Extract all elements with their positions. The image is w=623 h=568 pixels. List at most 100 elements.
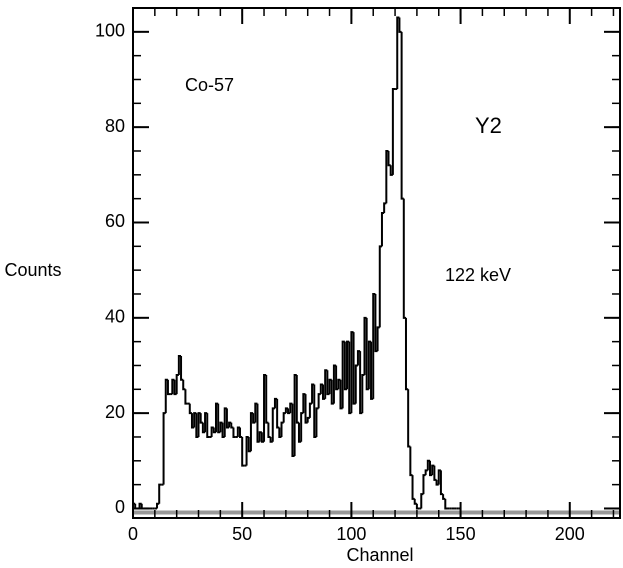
annotation: Y2 bbox=[475, 113, 502, 138]
histogram-step bbox=[404, 317, 409, 391]
histogram-step bbox=[376, 326, 380, 352]
histogram-step bbox=[306, 416, 310, 423]
histogram-step bbox=[276, 398, 280, 429]
x-tick-label: 150 bbox=[446, 524, 476, 544]
histogram-step bbox=[435, 479, 439, 486]
histogram-step bbox=[415, 503, 420, 510]
histogram-step bbox=[402, 198, 406, 319]
histogram-step bbox=[313, 384, 317, 438]
x-tick-label: 50 bbox=[232, 524, 252, 544]
histogram-step bbox=[166, 379, 171, 396]
histogram-step bbox=[442, 494, 446, 500]
histogram-step bbox=[280, 421, 284, 437]
histogram-step bbox=[158, 483, 162, 504]
histogram-step bbox=[289, 402, 293, 414]
histogram-step bbox=[282, 412, 286, 423]
histogram-step bbox=[308, 402, 313, 418]
histogram-step bbox=[204, 412, 208, 433]
plot-frame bbox=[132, 7, 621, 519]
histogram-step bbox=[396, 16, 400, 90]
histogram-step bbox=[252, 413, 256, 424]
y-tick-label: 80 bbox=[105, 116, 125, 136]
histogram-step bbox=[391, 88, 396, 175]
histogram-step bbox=[217, 403, 221, 434]
annotation: Co-57 bbox=[185, 75, 234, 95]
histogram-step bbox=[424, 469, 428, 476]
y-tick-label: 0 bbox=[115, 497, 125, 517]
histogram-step bbox=[317, 393, 321, 409]
histogram-step bbox=[140, 503, 144, 510]
x-tick-label: 0 bbox=[128, 524, 138, 544]
histogram-step bbox=[221, 422, 225, 438]
histogram-step bbox=[212, 427, 216, 434]
histogram-step bbox=[339, 379, 343, 410]
x-tick-label: 100 bbox=[336, 524, 366, 544]
histogram-step bbox=[173, 379, 177, 396]
histogram-step bbox=[271, 407, 275, 442]
histogram-step bbox=[249, 412, 254, 452]
y-tick-label: 20 bbox=[105, 402, 125, 422]
histogram-step bbox=[429, 460, 433, 477]
histogram-step bbox=[175, 374, 179, 395]
histogram-step bbox=[380, 211, 385, 247]
histogram-step bbox=[230, 422, 234, 429]
histogram-step bbox=[407, 389, 411, 448]
histogram-step bbox=[293, 374, 297, 457]
histogram-step bbox=[182, 379, 186, 391]
histogram-step bbox=[363, 316, 367, 376]
histogram-step bbox=[437, 469, 441, 485]
histogram-step bbox=[433, 465, 437, 481]
histogram-step bbox=[239, 427, 243, 438]
histogram-step bbox=[431, 464, 435, 476]
histogram-step bbox=[241, 436, 245, 467]
histogram-step bbox=[361, 374, 365, 414]
histogram-step bbox=[184, 389, 188, 405]
histogram-step bbox=[326, 370, 330, 396]
histogram-step bbox=[409, 446, 413, 477]
histogram-step bbox=[444, 498, 448, 510]
histogram-step bbox=[188, 403, 192, 415]
y-axis-label: Counts bbox=[4, 260, 61, 280]
y-tick-label: 40 bbox=[105, 307, 125, 327]
histogram-step bbox=[387, 150, 391, 167]
histogram-step bbox=[374, 293, 378, 353]
histogram-step bbox=[214, 402, 219, 433]
histogram-step bbox=[311, 383, 315, 404]
histogram-step bbox=[162, 412, 166, 485]
x-tick-label: 200 bbox=[555, 524, 585, 544]
histogram-step bbox=[267, 422, 271, 438]
y-tick-label: 60 bbox=[105, 211, 125, 231]
histogram-step bbox=[254, 402, 258, 423]
histogram-step bbox=[232, 427, 236, 438]
histogram-step bbox=[383, 202, 387, 213]
x-axis-label: Channel bbox=[346, 545, 413, 565]
histogram-step bbox=[210, 426, 214, 437]
histogram-step bbox=[195, 413, 199, 438]
histogram-step bbox=[411, 475, 415, 500]
histogram-step bbox=[300, 412, 304, 442]
histogram-step bbox=[319, 383, 323, 395]
histogram-step bbox=[236, 426, 241, 437]
histogram-step bbox=[378, 245, 382, 328]
histogram-step bbox=[273, 397, 278, 409]
histogram-step bbox=[180, 355, 184, 381]
histogram-step bbox=[439, 470, 444, 496]
histogram-step bbox=[263, 374, 267, 442]
histogram-step bbox=[199, 413, 203, 424]
histogram-step bbox=[295, 375, 299, 424]
histogram-step bbox=[420, 493, 424, 509]
y-tick-label: 100 bbox=[95, 21, 125, 41]
histogram-step bbox=[315, 407, 319, 437]
histogram-step bbox=[265, 375, 269, 424]
histogram-step bbox=[201, 422, 206, 434]
histogram-step bbox=[278, 427, 282, 438]
histogram-step bbox=[372, 292, 376, 399]
histogram-step bbox=[354, 364, 358, 404]
histogram-step bbox=[398, 17, 402, 33]
histogram-step bbox=[156, 502, 160, 509]
histogram-step bbox=[413, 498, 417, 505]
histogram-step bbox=[134, 503, 138, 510]
histogram-step bbox=[197, 412, 201, 437]
histogram-step bbox=[350, 331, 354, 414]
